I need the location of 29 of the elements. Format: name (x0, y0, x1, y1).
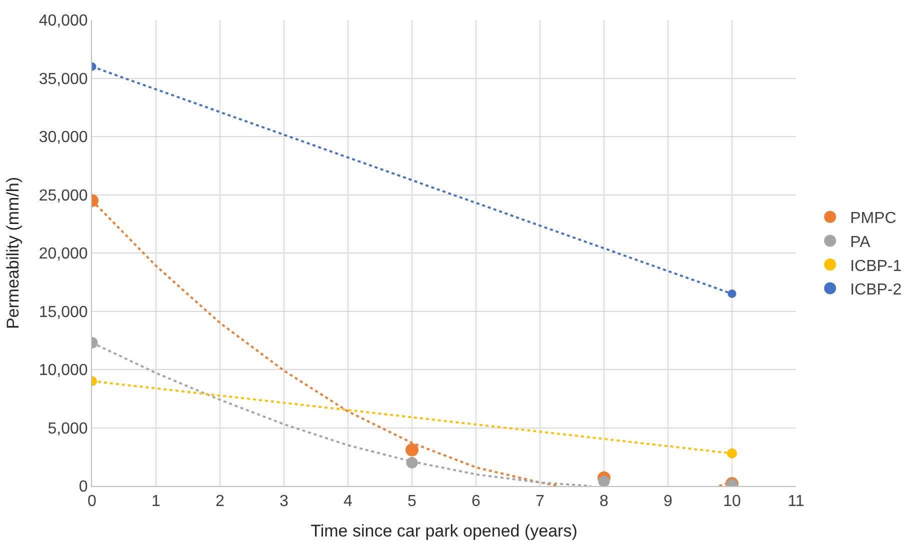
y-tick-label: 25,000 (38, 187, 88, 204)
y-tick-label: 15,000 (38, 304, 88, 321)
x-tick-label: 6 (472, 493, 481, 510)
point (406, 443, 418, 456)
x-tick-label: 5 (408, 493, 417, 510)
y-tick-label: 5,000 (48, 420, 88, 438)
x-tick-label: 7 (536, 493, 545, 510)
y-axis-title: Permeability (mm/h) (3, 176, 22, 330)
x-tick-label: 8 (600, 493, 609, 510)
x-tick-label: 1 (152, 493, 161, 510)
legend-label: PMPC (850, 210, 896, 228)
y-tick-label: 10,000 (38, 362, 88, 380)
point (598, 476, 610, 486)
point (406, 456, 418, 468)
y-tick-label: 30,000 (38, 129, 88, 146)
legend-label: ICBP-2 (850, 282, 902, 299)
x-tick-label: 10 (723, 493, 741, 510)
y-tick-label: 0 (78, 478, 88, 496)
y-tick-label: 35,000 (38, 70, 88, 88)
x-tick-label: 11 (788, 493, 804, 510)
legend-label: PA (850, 234, 871, 251)
x-tick-label: 4 (344, 493, 353, 510)
x-tick-label: 3 (280, 493, 289, 510)
legend-label: ICBP-1 (850, 258, 902, 275)
y-tick-label: 20,000 (38, 246, 88, 263)
x-tick-label: 2 (216, 493, 225, 510)
y-tick-label: 40,000 (38, 12, 88, 30)
x-axis-title: Time since car park opened (years) (310, 522, 578, 541)
x-tick-label: 9 (664, 493, 673, 510)
